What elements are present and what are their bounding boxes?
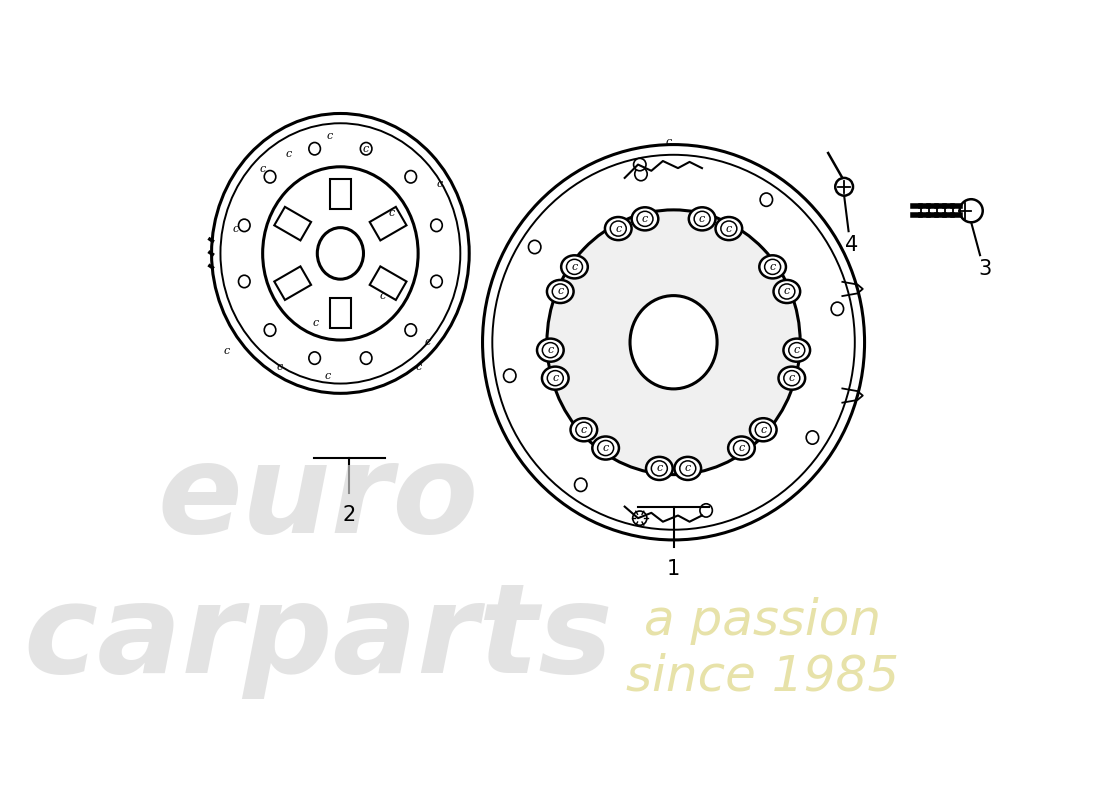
Ellipse shape	[728, 437, 755, 459]
Ellipse shape	[547, 280, 573, 303]
Text: c: c	[324, 371, 331, 381]
Text: c: c	[277, 362, 283, 372]
Text: c: c	[603, 443, 608, 453]
Text: c: c	[362, 143, 369, 154]
Ellipse shape	[239, 275, 250, 288]
Text: c: c	[666, 138, 672, 147]
Circle shape	[634, 158, 646, 170]
Ellipse shape	[547, 210, 800, 474]
Circle shape	[835, 178, 852, 196]
Ellipse shape	[542, 366, 569, 390]
Polygon shape	[370, 266, 407, 300]
Text: c: c	[416, 362, 421, 372]
Ellipse shape	[700, 504, 713, 517]
Ellipse shape	[759, 255, 785, 278]
Ellipse shape	[715, 217, 742, 240]
Ellipse shape	[264, 170, 276, 183]
Ellipse shape	[689, 207, 715, 230]
Ellipse shape	[806, 431, 818, 444]
Text: a passion
since 1985: a passion since 1985	[626, 597, 899, 701]
Ellipse shape	[592, 437, 619, 459]
Ellipse shape	[528, 240, 541, 254]
Ellipse shape	[779, 366, 805, 390]
Text: c: c	[738, 443, 745, 453]
Ellipse shape	[431, 219, 442, 231]
Text: c: c	[232, 223, 239, 234]
Circle shape	[959, 199, 982, 222]
Ellipse shape	[783, 338, 810, 362]
Ellipse shape	[750, 418, 777, 442]
Ellipse shape	[405, 324, 417, 336]
Text: c: c	[726, 223, 732, 234]
Ellipse shape	[361, 352, 372, 364]
Ellipse shape	[361, 142, 372, 155]
Text: c: c	[793, 345, 800, 355]
Ellipse shape	[571, 418, 597, 442]
Ellipse shape	[674, 457, 701, 480]
Text: c: c	[783, 286, 790, 297]
Text: c: c	[789, 373, 795, 383]
Text: c: c	[437, 179, 443, 189]
Text: c: c	[312, 318, 319, 328]
Ellipse shape	[773, 280, 800, 303]
Ellipse shape	[631, 207, 658, 230]
Text: 3: 3	[978, 258, 991, 278]
Text: 2: 2	[343, 506, 356, 526]
Ellipse shape	[574, 478, 587, 491]
Text: c: c	[571, 262, 578, 272]
Polygon shape	[274, 266, 311, 300]
Polygon shape	[330, 298, 351, 328]
Text: 1: 1	[667, 559, 680, 579]
Text: c: c	[547, 345, 553, 355]
Ellipse shape	[504, 369, 516, 382]
Ellipse shape	[309, 352, 320, 364]
Ellipse shape	[561, 255, 587, 278]
Ellipse shape	[431, 275, 442, 288]
Text: c: c	[760, 425, 767, 434]
Ellipse shape	[760, 193, 772, 206]
Polygon shape	[274, 207, 311, 241]
Ellipse shape	[630, 296, 717, 389]
Text: c: c	[770, 262, 776, 272]
Ellipse shape	[605, 217, 631, 240]
Text: euro
carparts: euro carparts	[23, 438, 613, 699]
Text: c: c	[327, 131, 333, 141]
Text: c: c	[552, 373, 559, 383]
Ellipse shape	[317, 228, 363, 279]
Ellipse shape	[239, 219, 250, 231]
Text: c: c	[260, 164, 265, 174]
Text: c: c	[684, 463, 691, 474]
Ellipse shape	[635, 167, 647, 181]
Text: c: c	[642, 214, 648, 224]
Ellipse shape	[405, 170, 417, 183]
Text: c: c	[557, 286, 563, 297]
Text: c: c	[581, 425, 587, 434]
Text: c: c	[379, 291, 386, 301]
Ellipse shape	[646, 457, 673, 480]
Polygon shape	[370, 207, 407, 241]
Circle shape	[632, 511, 647, 526]
Text: c: c	[698, 214, 705, 224]
Polygon shape	[330, 178, 351, 209]
Ellipse shape	[537, 338, 563, 362]
Ellipse shape	[309, 142, 320, 155]
Ellipse shape	[264, 324, 276, 336]
Text: 4: 4	[845, 234, 858, 254]
Ellipse shape	[832, 302, 844, 315]
Text: c: c	[615, 223, 622, 234]
Text: c: c	[286, 149, 292, 159]
Text: c: c	[425, 338, 430, 347]
Text: c: c	[657, 463, 662, 474]
Text: c: c	[223, 346, 230, 356]
Text: c: c	[388, 209, 395, 218]
